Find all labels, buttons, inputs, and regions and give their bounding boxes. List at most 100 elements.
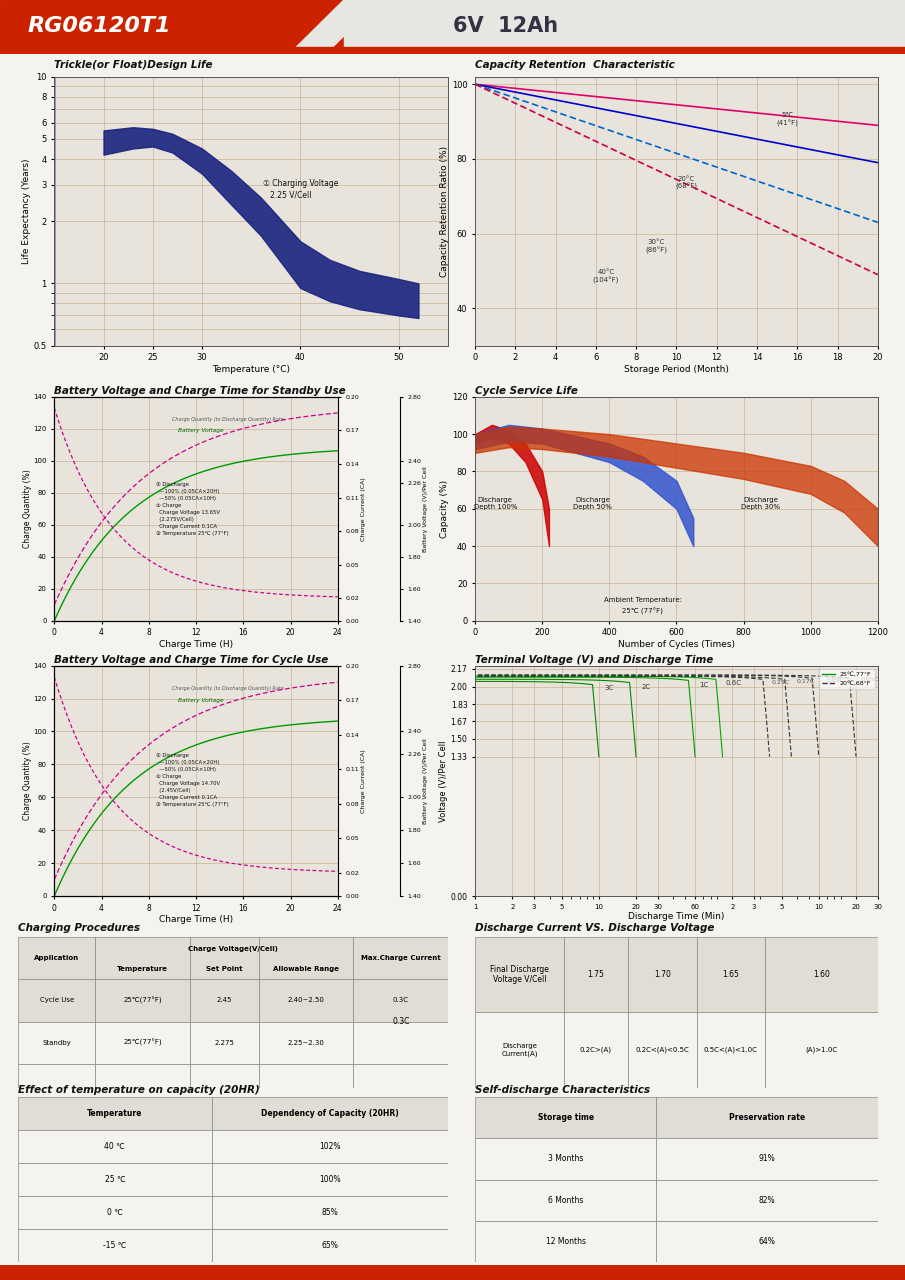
Bar [475, 937, 564, 1012]
Text: Standby: Standby [43, 1039, 71, 1046]
X-axis label: Storage Period (Month): Storage Period (Month) [624, 365, 729, 374]
Text: 2.45: 2.45 [217, 997, 232, 1004]
Y-axis label: Voltage (V)/Per Cell: Voltage (V)/Per Cell [439, 740, 448, 822]
Text: Battery Voltage and Charge Time for Cycle Use: Battery Voltage and Charge Time for Cycl… [54, 655, 329, 666]
Bar [354, 1064, 448, 1106]
Text: Capacity Retention  Characteristic: Capacity Retention Characteristic [475, 60, 675, 70]
Y-axis label: Capacity Retention Ratio (%): Capacity Retention Ratio (%) [440, 146, 449, 276]
Text: Charge Quantity (to Discharge Quantity) Rate: Charge Quantity (to Discharge Quantity) … [172, 686, 284, 691]
Bar [190, 1021, 259, 1064]
Bar [18, 1097, 212, 1130]
Legend: 25℃,77°F, 20℃,68°F: 25℃,77°F, 20℃,68°F [819, 668, 875, 689]
Bar [190, 1064, 259, 1106]
Bar [475, 1097, 656, 1138]
Bar [212, 1229, 448, 1262]
Text: 40 ℃: 40 ℃ [104, 1142, 125, 1151]
Bar [697, 937, 765, 1012]
Text: 65%: 65% [321, 1242, 338, 1251]
Bar [96, 1064, 190, 1106]
Bar [656, 1097, 878, 1138]
Text: 0 ℃: 0 ℃ [107, 1208, 123, 1217]
Bar [212, 1164, 448, 1196]
Text: 6V  12Ah: 6V 12Ah [452, 15, 557, 36]
Text: 1C: 1C [700, 681, 709, 687]
Text: Discharge
Depth 50%: Discharge Depth 50% [573, 497, 612, 509]
Text: Allowable Range: Allowable Range [273, 965, 339, 972]
Bar [259, 1021, 353, 1064]
Text: Terminal Voltage (V) and Discharge Time: Terminal Voltage (V) and Discharge Time [475, 655, 713, 666]
Bar [96, 1021, 190, 1064]
Bar [475, 1012, 564, 1088]
Bar [354, 1021, 448, 1064]
Y-axis label: Charge Current (CA): Charge Current (CA) [360, 749, 366, 813]
Text: 2.275: 2.275 [214, 1039, 234, 1046]
Bar [18, 937, 96, 979]
Text: Storage time: Storage time [538, 1114, 594, 1123]
Text: Discharge
Depth 100%: Discharge Depth 100% [473, 497, 517, 509]
Text: RG06120T1: RG06120T1 [27, 15, 171, 36]
Text: Discharge Current VS. Discharge Voltage: Discharge Current VS. Discharge Voltage [475, 923, 715, 933]
Text: Charge Voltage(V/Cell): Charge Voltage(V/Cell) [188, 946, 278, 952]
Text: 25℃ (77°F): 25℃ (77°F) [623, 608, 663, 614]
Bar [765, 937, 878, 1012]
Text: 1.70: 1.70 [654, 970, 671, 979]
Y-axis label: Charge Quantity (%): Charge Quantity (%) [23, 741, 32, 820]
Bar [18, 1021, 96, 1064]
Text: 3 Months: 3 Months [548, 1155, 584, 1164]
Text: 40°C
(104°F): 40°C (104°F) [593, 269, 619, 284]
Text: 0.25C: 0.25C [772, 681, 790, 686]
Text: Final Discharge
Voltage V/Cell: Final Discharge Voltage V/Cell [490, 965, 548, 984]
Text: 64%: 64% [758, 1236, 776, 1245]
Text: (A)>1.0C: (A)>1.0C [805, 1047, 837, 1053]
Bar [259, 937, 353, 979]
Text: Temperature: Temperature [87, 1108, 142, 1117]
Y-axis label: Battery Voltage (V)/Per Cell: Battery Voltage (V)/Per Cell [423, 739, 428, 823]
Text: Discharge
Depth 30%: Discharge Depth 30% [741, 497, 780, 509]
Bar [18, 1196, 212, 1229]
Text: Effect of temperature on capacity (20HR): Effect of temperature on capacity (20HR) [18, 1085, 260, 1096]
Text: 0.6C: 0.6C [725, 681, 741, 686]
Text: -15 ℃: -15 ℃ [103, 1242, 127, 1251]
Text: Self-discharge Characteristics: Self-discharge Characteristics [475, 1085, 650, 1096]
Text: 1.60: 1.60 [813, 970, 830, 979]
Bar [564, 1012, 628, 1088]
Text: 0.05C: 0.05C [861, 677, 879, 682]
X-axis label: Discharge Time (Min): Discharge Time (Min) [628, 913, 725, 922]
Text: Cycle Use: Cycle Use [40, 997, 74, 1004]
Text: 30°C
(86°F): 30°C (86°F) [645, 239, 667, 253]
Text: ① Discharge
  —100% (0.05CA×20H)
  —50% (0.05CA×10H)
② Charge
  Charge Voltage 1: ① Discharge —100% (0.05CA×20H) —50% (0.0… [157, 753, 229, 808]
Text: 6 Months: 6 Months [548, 1196, 584, 1204]
Bar [190, 937, 259, 979]
Bar [0, 0, 344, 54]
Bar [18, 1229, 212, 1262]
X-axis label: Temperature (°C): Temperature (°C) [212, 365, 291, 374]
Text: Charge Quantity (to Discharge Quantity) Rate: Charge Quantity (to Discharge Quantity) … [172, 417, 284, 422]
Text: Application: Application [34, 955, 80, 961]
Bar [697, 1012, 765, 1088]
Y-axis label: Life Expectancy (Years): Life Expectancy (Years) [22, 159, 31, 264]
Bar [0, 47, 905, 54]
Text: Battery Voltage: Battery Voltage [178, 698, 224, 703]
Bar [656, 1221, 878, 1262]
Bar [96, 937, 190, 979]
Bar [475, 1138, 656, 1180]
Bar [656, 1138, 878, 1180]
Text: 82%: 82% [758, 1196, 776, 1204]
Text: ① Charging Voltage
   2.25 V/Cell: ① Charging Voltage 2.25 V/Cell [263, 179, 338, 200]
Text: 2C: 2C [642, 684, 651, 690]
Text: 1.65: 1.65 [722, 970, 739, 979]
Text: 0.17C: 0.17C [797, 680, 815, 685]
Bar [259, 1064, 353, 1106]
Text: 100%: 100% [319, 1175, 340, 1184]
Bar [354, 937, 448, 979]
Text: 25℃(77°F): 25℃(77°F) [123, 1039, 162, 1046]
Y-axis label: Charge Quantity (%): Charge Quantity (%) [23, 470, 32, 548]
Text: Preservation rate: Preservation rate [729, 1114, 805, 1123]
Y-axis label: Battery Voltage (V)/Per Cell: Battery Voltage (V)/Per Cell [423, 466, 428, 552]
Bar [212, 1130, 448, 1164]
Text: 20°C
(68°F): 20°C (68°F) [675, 175, 698, 191]
Text: Set Point: Set Point [206, 965, 243, 972]
Text: 3C: 3C [604, 685, 614, 691]
Text: Charging Procedures: Charging Procedures [18, 923, 140, 933]
Bar [344, 0, 905, 54]
